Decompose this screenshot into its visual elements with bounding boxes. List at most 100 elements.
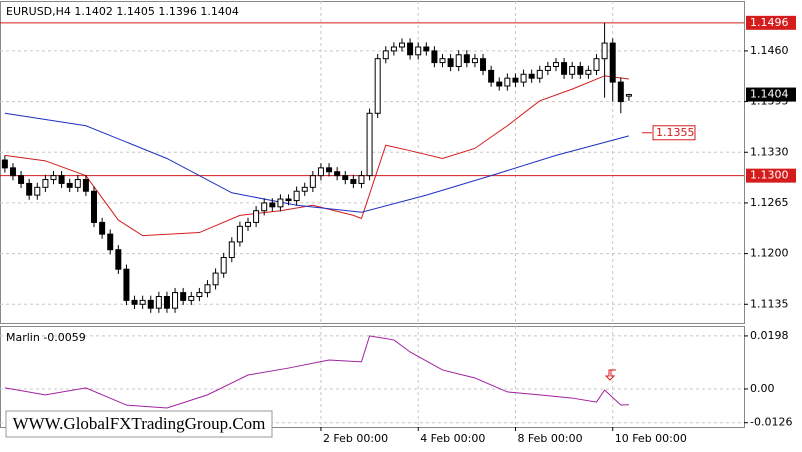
candle-body <box>407 42 414 56</box>
candle-body <box>131 299 138 305</box>
candle-body <box>520 73 527 83</box>
candle-body <box>115 249 122 270</box>
candle-body <box>196 292 203 297</box>
candle-body <box>463 54 470 64</box>
y-tick-label: 1.1330 <box>750 145 789 158</box>
level-label-box <box>746 15 796 30</box>
candle-body <box>245 221 251 227</box>
candle-body <box>398 42 405 48</box>
candle-body <box>26 182 33 196</box>
candle-body <box>625 94 632 97</box>
candle-body <box>277 198 284 208</box>
level-label: 1.1496 <box>750 16 789 29</box>
candle-body <box>504 77 511 87</box>
candle-body <box>180 292 187 301</box>
candle-body <box>561 62 568 75</box>
y-tick-label: 1.1265 <box>750 196 789 209</box>
candle-body <box>155 295 162 309</box>
candle-body <box>496 81 503 87</box>
series-line <box>4 75 629 237</box>
candle-body <box>269 202 276 208</box>
series-line <box>4 112 630 213</box>
candle-body <box>480 58 487 71</box>
candle-body <box>358 175 365 184</box>
candle-body <box>18 175 25 184</box>
candle-body <box>34 186 41 196</box>
indicator-panel <box>0 326 745 428</box>
axes: 1.11351.12001.12651.13301.13951.14600.01… <box>320 15 796 445</box>
candle-body <box>172 292 179 309</box>
main-panel <box>0 1 745 324</box>
candle-body <box>439 58 446 64</box>
candle-body <box>58 175 65 184</box>
candle-body <box>82 179 89 192</box>
candle-body <box>42 179 49 188</box>
candle-body <box>528 73 535 79</box>
candle-body <box>544 65 551 71</box>
watermark-box <box>5 410 273 438</box>
candle-body <box>471 58 478 64</box>
y-tick-label: 0.00 <box>750 382 775 395</box>
candle-body <box>139 299 146 305</box>
candle-body <box>301 186 308 192</box>
candle-body <box>74 179 81 188</box>
candle-body <box>253 210 260 223</box>
x-tick-label: 2 Feb 00:00 <box>323 432 388 445</box>
candle-body <box>309 175 316 188</box>
candle-body <box>617 81 624 103</box>
candle-body <box>601 42 608 60</box>
candle-body <box>342 175 349 181</box>
price-label-box <box>746 87 796 102</box>
candle-body <box>585 69 592 75</box>
candle-body <box>366 112 373 177</box>
candle-body <box>147 299 154 309</box>
candle-body <box>50 175 57 181</box>
candle-body <box>569 65 576 75</box>
series-line <box>4 335 629 409</box>
watermark: WWW.GlobalFXTradingGroup.Com <box>13 414 266 433</box>
candle-body <box>536 69 543 79</box>
candle-body <box>317 167 324 177</box>
candle-body <box>9 167 16 177</box>
x-tick-label: 8 Feb 00:00 <box>517 432 582 445</box>
candle-body <box>593 58 600 71</box>
y-tick-label: 1.1135 <box>750 297 789 310</box>
main-plot <box>0 1 744 323</box>
candle-body <box>455 54 462 67</box>
candle-body <box>423 46 430 52</box>
x-tick-label: 4 Feb 00:00 <box>420 432 485 445</box>
indicator-title: Marlin -0.0059 <box>6 331 86 344</box>
candle-body <box>107 233 114 251</box>
candle-body <box>99 221 106 235</box>
price-label: 1.1404 <box>750 88 789 101</box>
level-label: 1.1300 <box>750 169 789 182</box>
y-tick-label: -0.0126 <box>750 416 792 429</box>
x-tick-label: 10 Feb 00:00 <box>615 432 687 445</box>
candle-body <box>326 167 333 173</box>
y-tick-label: 1.1200 <box>750 247 789 260</box>
candle-body <box>1 159 8 169</box>
candle-body <box>512 77 519 83</box>
candle-body <box>212 272 219 286</box>
indicator-plot <box>0 326 744 427</box>
y-tick-label: 1.1460 <box>750 44 789 57</box>
candle-body <box>350 179 357 184</box>
candle-body <box>431 50 438 64</box>
candle-body <box>577 65 584 75</box>
candle-body <box>188 295 195 301</box>
y-tick-label: 0.0198 <box>750 329 789 342</box>
ma-marker-label: 1.1355 <box>656 126 695 139</box>
candle-body <box>91 190 98 223</box>
candle-body <box>390 46 397 52</box>
candle-body <box>204 284 211 294</box>
candle-body <box>415 46 422 56</box>
candle-body <box>609 42 616 83</box>
candle-body <box>228 241 235 259</box>
candle-body <box>66 182 73 188</box>
candle-body <box>552 62 559 67</box>
candle-body <box>374 58 381 114</box>
level-label-box <box>746 168 796 183</box>
candle-body <box>236 225 243 243</box>
ma-marker-box <box>652 125 696 141</box>
chart-title: EURUSD,H4 1.1402 1.1405 1.1396 1.1404 <box>6 5 239 18</box>
